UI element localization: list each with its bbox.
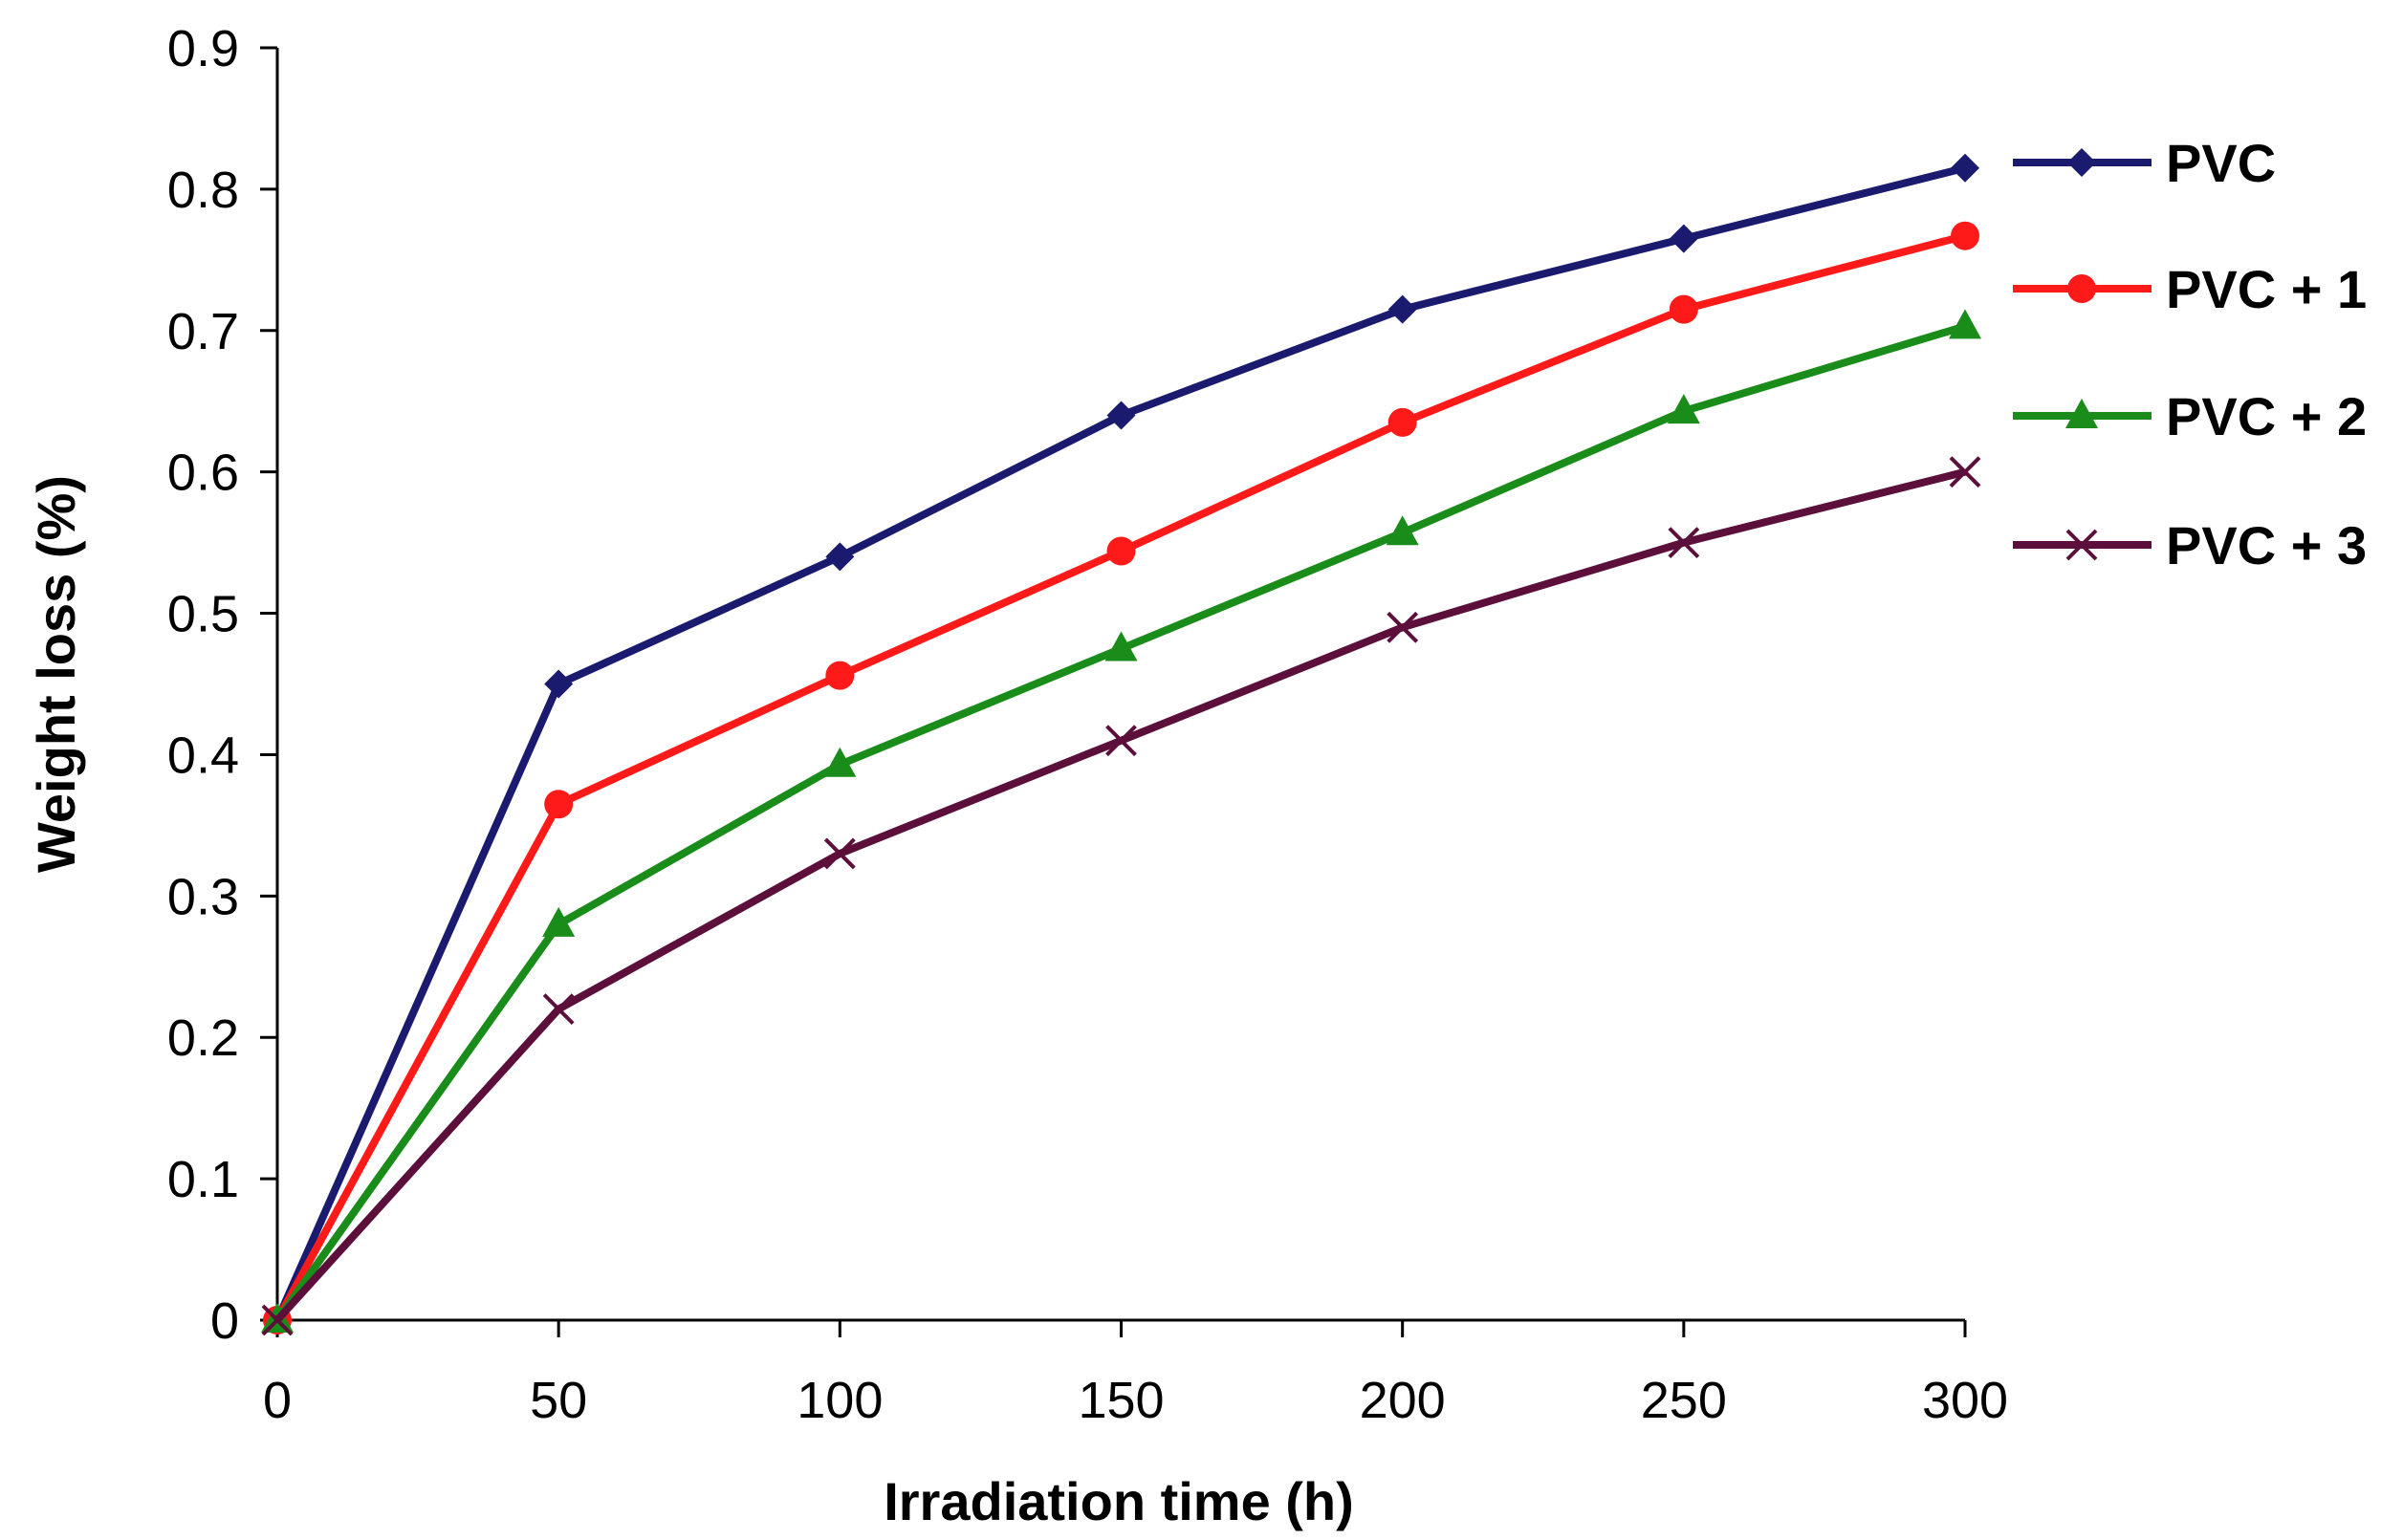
legend-label: PVC + 1 bbox=[2166, 259, 2367, 319]
data-point bbox=[1387, 294, 1417, 324]
data-point bbox=[1386, 515, 1419, 546]
data-point bbox=[1949, 309, 1981, 339]
marker-stroke bbox=[2065, 529, 2098, 561]
legend-label: PVC + 3 bbox=[2166, 515, 2367, 575]
legend-label: PVC + 2 bbox=[2166, 386, 2367, 446]
legend-marker bbox=[2067, 148, 2096, 177]
marker-stroke bbox=[1949, 456, 1981, 488]
legend-item: PVC bbox=[2013, 133, 2276, 193]
data-point bbox=[823, 837, 856, 870]
series-line bbox=[274, 467, 1966, 1323]
y-tick-label: 0.8 bbox=[167, 162, 239, 219]
series-group bbox=[261, 153, 1981, 1336]
x-tick-label: 50 bbox=[530, 1372, 587, 1429]
x-tick-label: 300 bbox=[1922, 1372, 2008, 1429]
y-axis-ticks: 0 0.1 0.2 0.3 0.4 0.5 0.6 0.7 0.8 0.9 bbox=[167, 20, 277, 1350]
data-point bbox=[1105, 725, 1137, 757]
legend-item: PVC + 1 bbox=[2013, 259, 2367, 319]
y-tick-label: 0.2 bbox=[167, 1009, 239, 1067]
x-axis-ticks: 0 50 100 150 200 250 300 bbox=[263, 1320, 2008, 1429]
legend-marker bbox=[2067, 274, 2096, 303]
legend-item: PVC + 2 bbox=[2013, 386, 2367, 446]
series-line bbox=[273, 231, 1967, 1322]
x-tick-label: 250 bbox=[1641, 1372, 1727, 1429]
y-axis-title: Weight loss (%) bbox=[26, 475, 86, 873]
data-point bbox=[261, 1304, 294, 1336]
series-line bbox=[273, 322, 1967, 1323]
marker-stroke bbox=[1105, 725, 1137, 757]
legend-label: PVC bbox=[2166, 133, 2276, 193]
series-pvc bbox=[263, 153, 1979, 1334]
data-point bbox=[1669, 294, 1698, 324]
data-point bbox=[1387, 611, 1419, 643]
legend: PVC PVC + 1 PVC + 2 PVC + 3 bbox=[2013, 133, 2367, 575]
marker-stroke bbox=[542, 993, 575, 1026]
data-point bbox=[1669, 224, 1698, 253]
data-point bbox=[1668, 527, 1700, 559]
data-point bbox=[1667, 394, 1700, 424]
y-tick-label: 0.3 bbox=[167, 868, 239, 925]
legend-marker bbox=[2065, 529, 2098, 561]
marker-stroke bbox=[1387, 611, 1419, 643]
series-pvc-3 bbox=[261, 456, 1981, 1336]
axes bbox=[275, 48, 1965, 1322]
y-tick-label: 0.4 bbox=[167, 727, 239, 784]
data-point bbox=[1949, 456, 1981, 488]
data-point bbox=[542, 906, 576, 937]
data-point bbox=[823, 747, 857, 777]
y-tick-label: 0 bbox=[210, 1292, 239, 1350]
y-tick-label: 0.1 bbox=[167, 1151, 239, 1208]
data-point bbox=[1951, 221, 1979, 250]
y-tick-label: 0.5 bbox=[167, 586, 239, 643]
legend-marker bbox=[2065, 399, 2098, 428]
data-point bbox=[544, 790, 574, 819]
y-tick-label: 0.7 bbox=[167, 303, 239, 360]
data-point bbox=[1104, 631, 1138, 662]
y-tick-label: 0.6 bbox=[167, 445, 239, 502]
legend-item: PVC + 3 bbox=[2013, 515, 2367, 575]
data-point bbox=[1951, 153, 1979, 183]
marker-stroke bbox=[823, 837, 856, 870]
x-tick-label: 100 bbox=[797, 1372, 883, 1429]
marker-stroke bbox=[1668, 527, 1700, 559]
data-point bbox=[1387, 407, 1417, 437]
y-tick-label: 0.9 bbox=[167, 20, 239, 77]
data-point bbox=[1106, 401, 1136, 430]
data-point bbox=[544, 669, 574, 699]
data-point bbox=[542, 993, 575, 1026]
data-point bbox=[825, 542, 855, 572]
marker-stroke bbox=[261, 1304, 294, 1336]
x-axis-title: Irradiation time (h) bbox=[884, 1471, 1354, 1531]
data-point bbox=[825, 661, 855, 690]
series-pvc-2 bbox=[261, 309, 1981, 1333]
data-point bbox=[1106, 536, 1136, 566]
x-tick-label: 200 bbox=[1360, 1372, 1446, 1429]
x-tick-label: 150 bbox=[1078, 1372, 1164, 1429]
x-tick-label: 0 bbox=[263, 1372, 292, 1429]
